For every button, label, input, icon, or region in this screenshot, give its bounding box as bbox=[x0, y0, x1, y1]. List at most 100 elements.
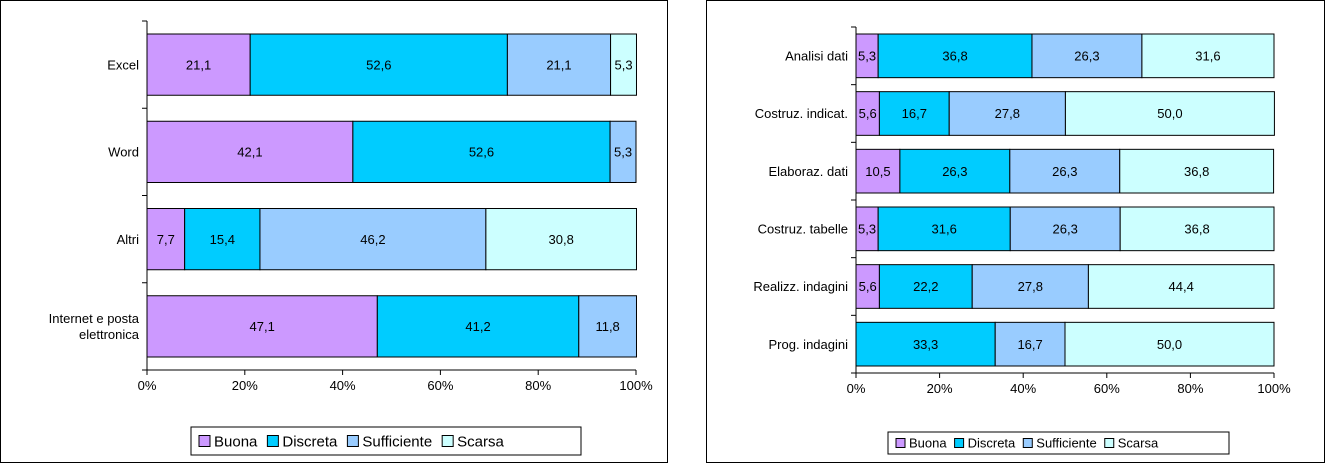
data-label: 31,6 bbox=[932, 222, 957, 237]
legend-swatch-scarsa bbox=[1104, 438, 1115, 448]
bar-segment-elaboraz-dati-scarsa bbox=[1119, 148, 1275, 194]
legend-label-scarsa: Scarsa bbox=[1118, 436, 1159, 451]
legend-swatch-buona bbox=[895, 438, 906, 448]
x-tick-label: 20% bbox=[232, 378, 258, 393]
legend: Buona Discreta Sufficiente Scarsa bbox=[190, 426, 582, 456]
bar-segment-altri-sufficiente bbox=[259, 208, 487, 271]
x-tick-label: 100% bbox=[619, 378, 653, 393]
category-label: Analisi dati bbox=[785, 49, 848, 64]
category-label: Internet e posta bbox=[49, 311, 140, 326]
data-label: 15,4 bbox=[210, 232, 235, 247]
bar-segment-word-buona bbox=[146, 120, 354, 183]
x-tick-label: 100% bbox=[1257, 381, 1291, 396]
x-tick-label: 40% bbox=[1010, 381, 1036, 396]
data-label: 42,1 bbox=[237, 145, 262, 160]
bar-segment-realizz-indagini-discreta bbox=[878, 264, 973, 309]
data-label: 21,1 bbox=[546, 57, 571, 72]
bar-segment-excel-sufficiente bbox=[506, 33, 612, 96]
legend-swatch-buona bbox=[198, 435, 211, 447]
category-label: Altri bbox=[117, 232, 140, 247]
bar-segment-internet-e-posta-elettronica-sufficiente bbox=[578, 295, 637, 358]
chart-software: 21,1 52,6 21,1 5,3 Excel 42,1 52,6 5,3 Word 7,7 15… bbox=[49, 20, 653, 456]
bar-segment-analisi-dati-discreta bbox=[877, 33, 1033, 79]
data-label: 5,3 bbox=[858, 49, 876, 64]
data-label: 27,8 bbox=[995, 106, 1020, 121]
legend-swatch-discreta bbox=[954, 438, 965, 448]
category-label: Realizz. indagini bbox=[753, 279, 848, 294]
data-label: 26,3 bbox=[1074, 49, 1099, 64]
x-tick-label: 80% bbox=[1177, 381, 1203, 396]
legend-label-sufficiente: Sufficiente bbox=[362, 433, 432, 450]
data-label: 26,3 bbox=[1052, 164, 1077, 179]
legend-swatch-sufficiente bbox=[346, 435, 359, 447]
data-label: 16,7 bbox=[902, 106, 927, 121]
data-label: 5,3 bbox=[614, 145, 632, 160]
bar-segment-altri-discreta bbox=[184, 208, 261, 271]
bar-segment-costruz-indicat-sufficiente bbox=[948, 91, 1066, 136]
data-label: 33,3 bbox=[913, 337, 938, 352]
bar-segment-prog-indagini-discreta bbox=[855, 321, 996, 367]
legend-label-discreta: Discreta bbox=[968, 436, 1016, 451]
data-label: 26,3 bbox=[1053, 222, 1078, 237]
bar-segment-elaboraz-dati-discreta bbox=[899, 148, 1011, 194]
legend-box bbox=[887, 431, 1230, 455]
category-label: Prog. indagini bbox=[769, 337, 849, 352]
bar-segment-prog-indagini-sufficiente bbox=[994, 321, 1066, 367]
data-label: 5,6 bbox=[859, 106, 877, 121]
legend-label-sufficiente: Sufficiente bbox=[1036, 436, 1096, 451]
bar-segment-word-discreta bbox=[352, 120, 611, 183]
chart-panel-software: 21,1 52,6 21,1 5,3 Excel 42,1 52,6 5,3 Word 7,7 15… bbox=[0, 0, 668, 463]
legend-label-scarsa: Scarsa bbox=[457, 433, 504, 450]
bar-segment-costruz-indicat-scarsa bbox=[1064, 91, 1275, 136]
bar-segment-elaboraz-dati-sufficiente bbox=[1009, 148, 1121, 194]
category-label: Word bbox=[108, 145, 139, 160]
bar-segment-altri-scarsa bbox=[485, 208, 637, 271]
bar-segment-costruz-tabelle-scarsa bbox=[1119, 206, 1275, 252]
legend-swatch-sufficiente bbox=[1022, 438, 1033, 448]
data-label: 31,6 bbox=[1195, 49, 1220, 64]
bar-segment-excel-scarsa bbox=[610, 33, 637, 96]
data-label: 26,3 bbox=[942, 164, 967, 179]
data-label: 50,0 bbox=[1157, 106, 1182, 121]
data-label: 47,1 bbox=[250, 319, 275, 334]
bar-segment-internet-e-posta-elettronica-buona bbox=[146, 295, 378, 358]
legend-box bbox=[190, 426, 582, 456]
data-label: 44,4 bbox=[1169, 279, 1194, 294]
bar-segment-internet-e-posta-elettronica-discreta bbox=[376, 295, 580, 358]
data-label: 5,3 bbox=[614, 57, 632, 72]
bar-segment-excel-buona bbox=[146, 33, 251, 96]
data-label: 5,6 bbox=[859, 279, 877, 294]
bar-segment-costruz-tabelle-sufficiente bbox=[1009, 206, 1121, 252]
data-label: 52,6 bbox=[469, 145, 494, 160]
data-label: 11,8 bbox=[595, 319, 619, 334]
data-label: 52,6 bbox=[366, 57, 391, 72]
legend-label-discreta: Discreta bbox=[282, 433, 338, 450]
x-tick-label: 0% bbox=[138, 378, 157, 393]
data-label: 36,8 bbox=[1184, 222, 1209, 237]
bar-segment-word-sufficiente bbox=[609, 120, 637, 183]
legend: Buona Discreta Sufficiente Scarsa bbox=[887, 431, 1230, 455]
x-tick-label: 0% bbox=[847, 381, 866, 396]
data-label: 7,7 bbox=[157, 232, 175, 247]
legend-label-buona: Buona bbox=[909, 436, 947, 451]
data-label: 41,2 bbox=[465, 319, 490, 334]
data-label: 36,8 bbox=[942, 49, 967, 64]
category-label: Excel bbox=[107, 57, 139, 72]
x-tick-label: 20% bbox=[927, 381, 953, 396]
bar-segment-analisi-dati-scarsa bbox=[1141, 33, 1275, 79]
bar-segment-excel-discreta bbox=[249, 33, 508, 96]
category-label: Costruz. tabelle bbox=[758, 222, 848, 237]
data-label: 27,8 bbox=[1018, 279, 1043, 294]
data-label: 22,2 bbox=[913, 279, 938, 294]
bar-segment-analisi-dati-sufficiente bbox=[1031, 33, 1143, 79]
legend-label-buona: Buona bbox=[214, 433, 258, 450]
x-tick-label: 80% bbox=[525, 378, 551, 393]
category-label: elettronica bbox=[79, 327, 140, 342]
data-label: 30,8 bbox=[549, 232, 574, 247]
chart-skills: 5,3 36,8 26,3 31,6 Analisi dati 5,6 16,7 27,8 50… bbox=[753, 26, 1291, 455]
bar-segment-realizz-indagini-scarsa bbox=[1087, 264, 1275, 309]
legend-swatch-scarsa bbox=[441, 435, 454, 447]
data-label: 50,0 bbox=[1157, 337, 1182, 352]
x-tick-label: 60% bbox=[1094, 381, 1120, 396]
data-label: 46,2 bbox=[360, 232, 385, 247]
